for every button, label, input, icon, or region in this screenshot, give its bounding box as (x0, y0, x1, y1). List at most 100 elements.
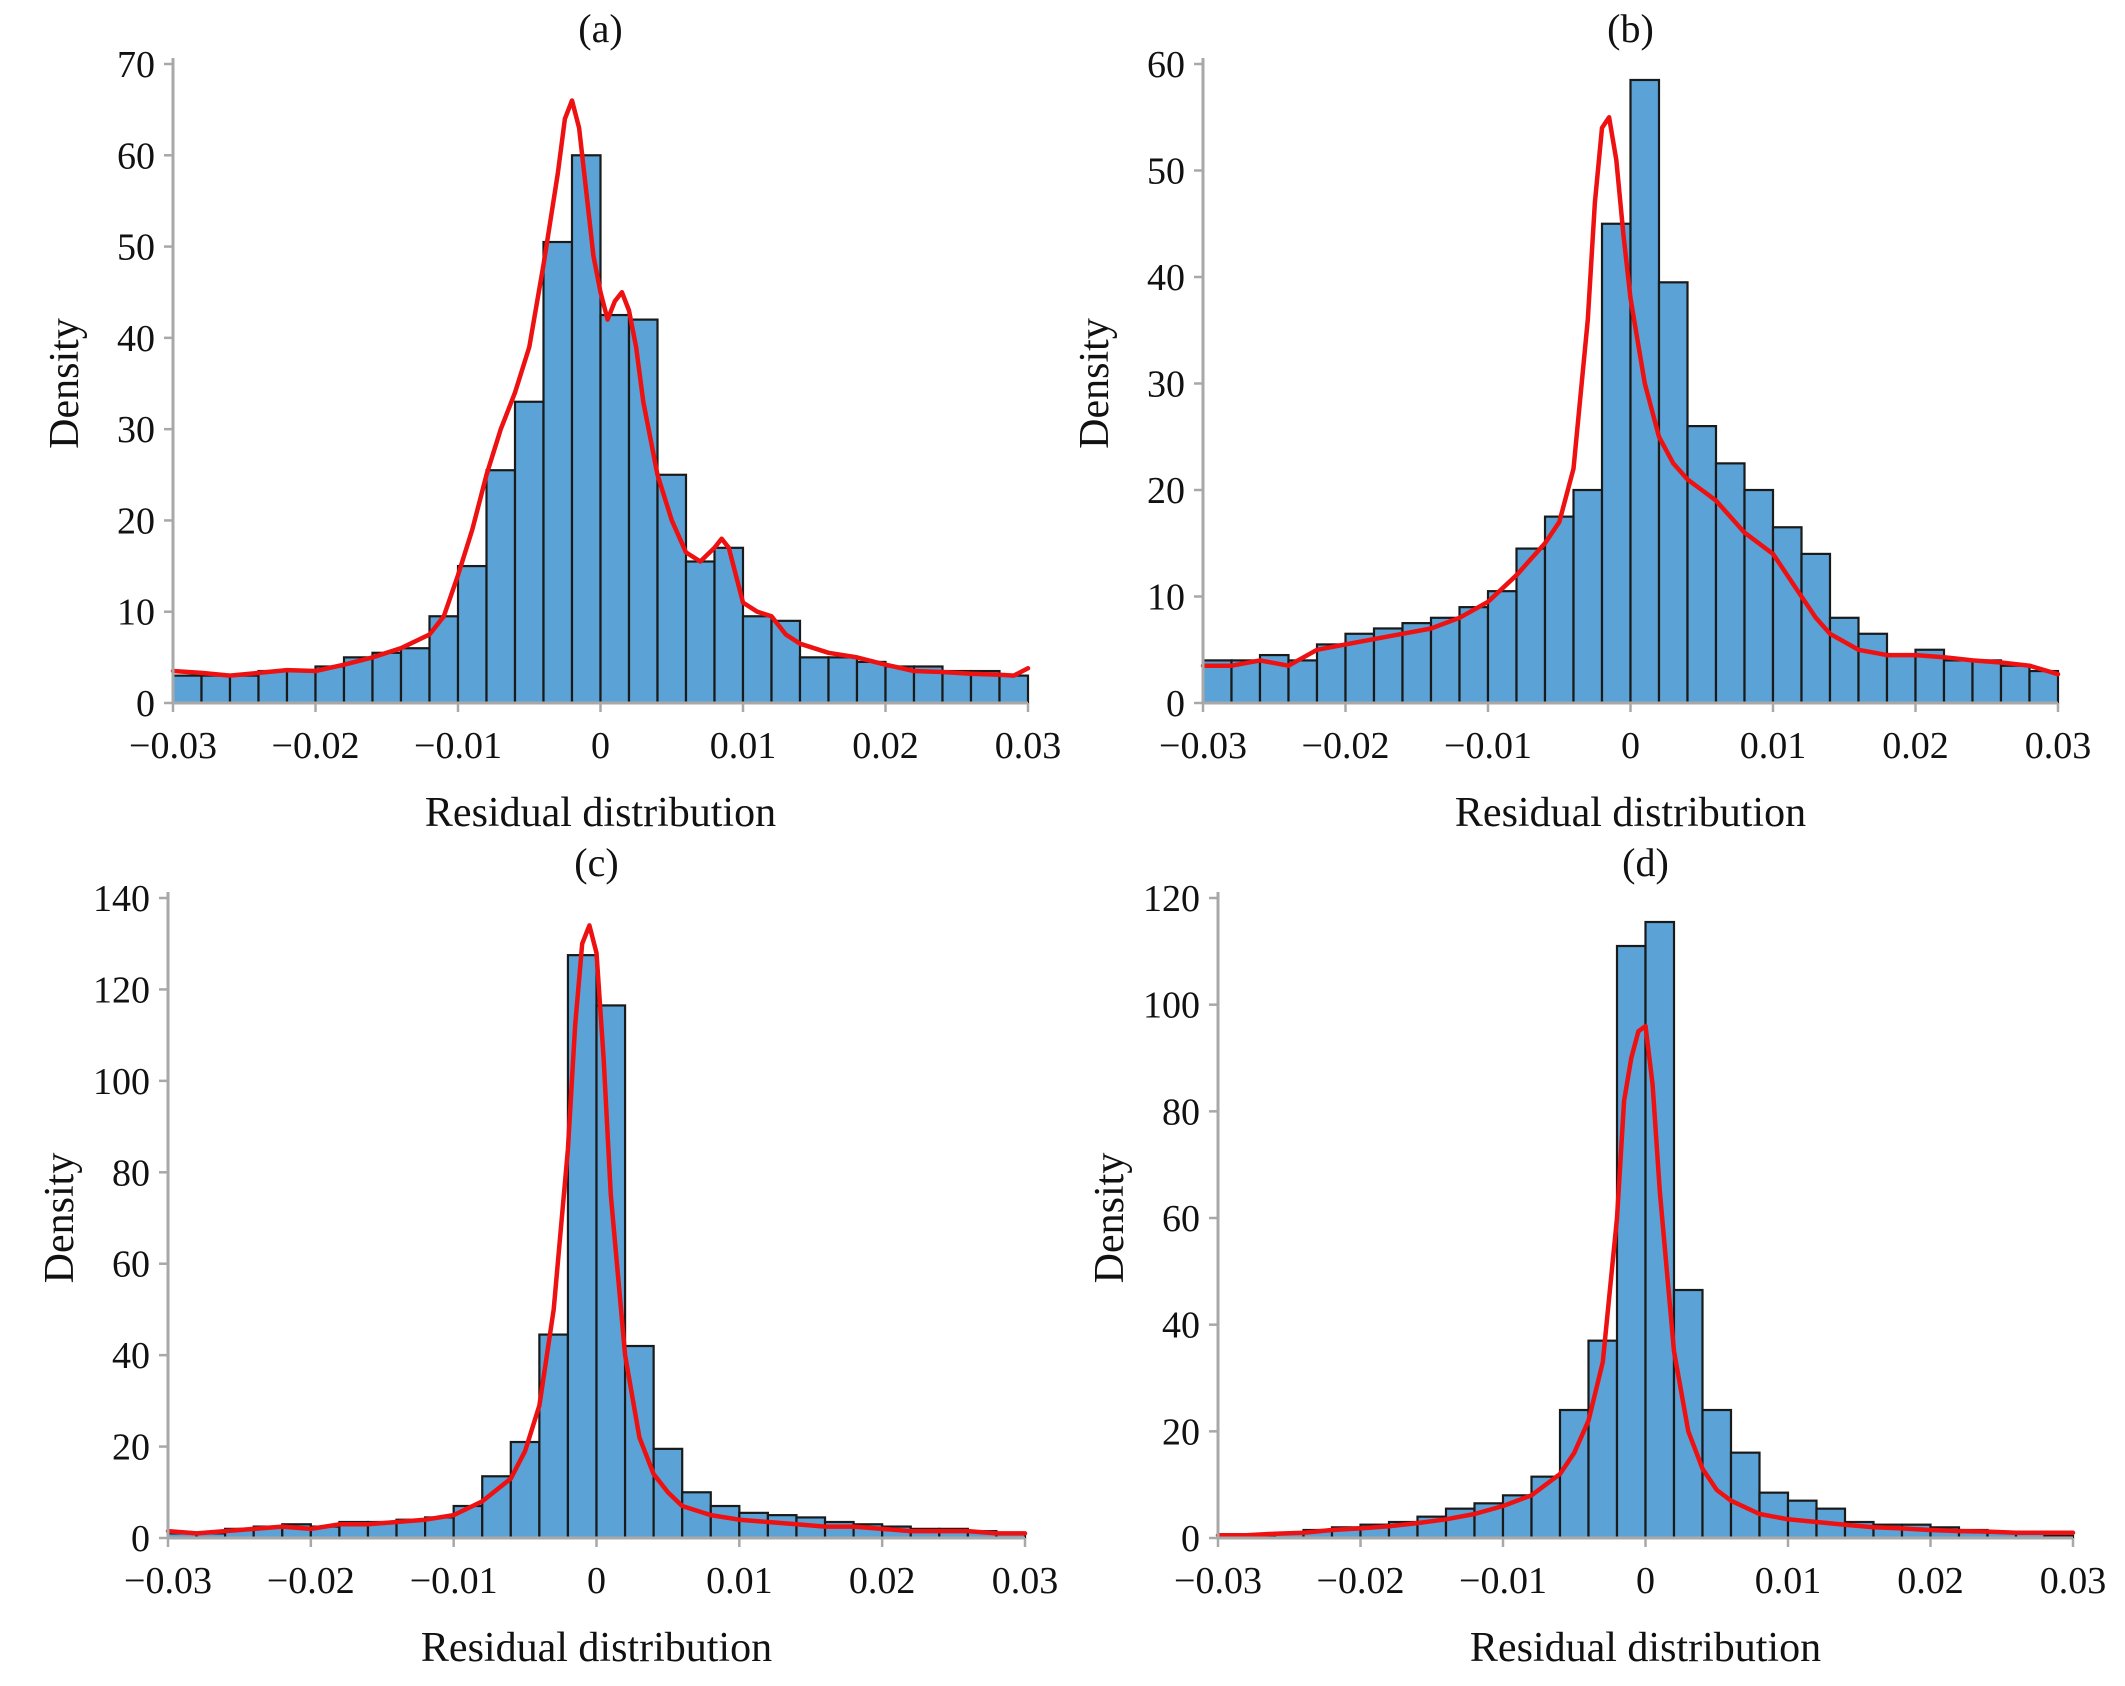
x-tick-label: 0.02 (1882, 725, 1949, 767)
x-axis-label: Residual distribution (421, 1625, 772, 1671)
y-tick-label: 40 (112, 1335, 150, 1377)
y-tick-label: 60 (117, 135, 155, 177)
y-axis-label: Density (42, 318, 88, 449)
x-tick-label: −0.01 (1459, 1560, 1547, 1602)
y-tick-label: 70 (117, 44, 155, 86)
x-tick-label: −0.01 (410, 1560, 498, 1602)
histogram-bar (827, 656, 859, 705)
histogram-bar (595, 1004, 627, 1540)
histogram-bar (200, 674, 232, 705)
x-tick-label: 0 (1636, 1560, 1655, 1602)
panel-title-d: (d) (1622, 840, 1669, 885)
histogram-bar (1771, 526, 1803, 705)
histogram-bar (481, 1475, 512, 1540)
y-tick-label: 0 (136, 683, 155, 725)
x-tick-label: −0.02 (267, 1560, 355, 1602)
histogram-bar (656, 473, 688, 705)
histogram-bar (371, 651, 403, 705)
histogram-bar (285, 669, 317, 705)
y-tick-label: 20 (112, 1427, 150, 1469)
density-curve (1200, 115, 2061, 677)
panel-title-a: (a) (578, 6, 622, 51)
y-tick-label: 10 (1147, 577, 1185, 619)
y-tick-label: 20 (1147, 470, 1185, 512)
histogram-bar (684, 560, 716, 705)
histogram-bar (1429, 616, 1461, 705)
y-axis-label: Density (1072, 318, 1118, 449)
y-tick-label: 30 (117, 409, 155, 451)
histogram-bar (1458, 606, 1490, 705)
y-tick-label: 30 (1147, 364, 1185, 406)
x-tick-label: 0.02 (852, 725, 919, 767)
histogram-bar (798, 656, 830, 705)
y-tick-label: 60 (112, 1244, 150, 1286)
panel-a: 0 10 20 30 40 50 60 70 −0.03 −0.02 −0.01 0 0.01 0.02 0… (42, 6, 1061, 836)
histogram-bar (709, 1504, 741, 1540)
x-tick-label: 0.02 (1897, 1560, 1964, 1602)
histogram-bar (1486, 590, 1518, 705)
histogram-bar (1885, 653, 1917, 705)
x-tick-label: 0.01 (1740, 725, 1807, 767)
histogram-bar (766, 1514, 798, 1540)
histogram-bar (1600, 222, 1632, 705)
x-axis-label: Residual distribution (1470, 1625, 1821, 1671)
y-tick-label: 40 (1147, 257, 1185, 299)
x-tick-label: 0.01 (706, 1560, 773, 1602)
x-tick-label: −0.02 (272, 725, 360, 767)
x-tick-label: 0.01 (710, 725, 777, 767)
histogram-bar (513, 400, 545, 705)
y-tick-label: 50 (117, 227, 155, 269)
x-axis-label: Residual distribution (1455, 790, 1806, 836)
histogram-bar (1315, 643, 1347, 705)
histogram-bar (1657, 281, 1689, 705)
y-tick-label: 20 (117, 500, 155, 542)
histogram-bar (171, 674, 203, 705)
density-curve (1215, 1023, 2076, 1538)
x-tick-label: 0.03 (992, 1560, 1059, 1602)
y-tick-label: 100 (1143, 985, 1200, 1027)
y-tick-label: 40 (1162, 1305, 1200, 1347)
histogram-bar (1714, 462, 1746, 705)
histogram-bar (741, 615, 773, 705)
x-tick-label: 0 (591, 725, 610, 767)
panel-title-c: (c) (574, 840, 618, 885)
histogram-bar (1572, 488, 1604, 705)
histogram-bar (1999, 664, 2031, 705)
histogram-bar (855, 660, 887, 705)
y-tick-label: 50 (1147, 151, 1185, 193)
histogram-bar (1828, 616, 1860, 705)
density-curve (165, 923, 1028, 1536)
histogram-bar (941, 669, 973, 705)
histogram-bar (1401, 622, 1433, 705)
histogram-bar (1743, 488, 1775, 705)
histogram-bar (228, 674, 260, 705)
density-curve (170, 98, 1031, 678)
y-tick-label: 100 (93, 1061, 150, 1103)
histogram-bar (509, 1440, 541, 1540)
y-tick-label: 0 (1166, 683, 1185, 725)
x-tick-label: −0.03 (129, 725, 217, 767)
histogram-bar (1287, 659, 1319, 705)
x-tick-label: 0.03 (995, 725, 1062, 767)
y-tick-label: 60 (1147, 44, 1185, 86)
x-tick-label: −0.02 (1302, 725, 1390, 767)
histogram-bar (738, 1511, 769, 1540)
x-tick-label: 0 (1621, 725, 1640, 767)
y-tick-label: 80 (1162, 1091, 1200, 1133)
histogram-bar (998, 674, 1030, 705)
x-tick-label: 0 (587, 1560, 606, 1602)
histogram-bar (399, 647, 431, 705)
x-tick-label: −0.03 (1159, 725, 1247, 767)
histogram-bar (1615, 944, 1647, 1540)
histogram-bar (1686, 425, 1718, 705)
histogram-bar (1942, 659, 1974, 705)
histogram-bar (1729, 1451, 1761, 1540)
histogram-bar (542, 240, 574, 705)
histogram-bar (2028, 669, 2060, 705)
histogram-bar (1644, 920, 1676, 1540)
histogram-bar (713, 546, 745, 705)
y-tick-label: 120 (1143, 878, 1200, 920)
x-axis-label: Residual distribution (425, 790, 776, 836)
x-tick-label: −0.02 (1317, 1560, 1405, 1602)
